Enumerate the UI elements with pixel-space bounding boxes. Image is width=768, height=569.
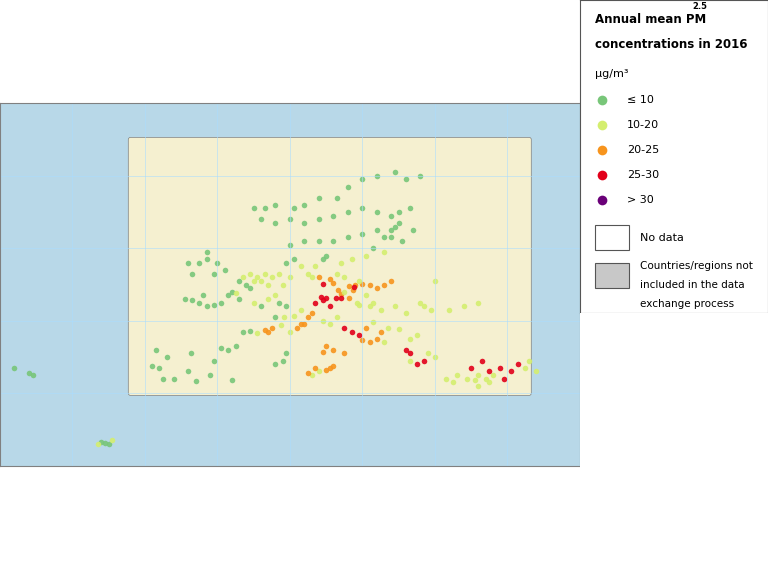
Text: included in the data: included in the data xyxy=(640,280,745,290)
Text: μg/m³: μg/m³ xyxy=(595,69,628,79)
Text: Countries/regions not: Countries/regions not xyxy=(640,261,753,271)
FancyBboxPatch shape xyxy=(128,137,531,395)
Text: concentrations in 2016: concentrations in 2016 xyxy=(595,38,747,51)
FancyBboxPatch shape xyxy=(595,263,629,288)
Text: 10-20: 10-20 xyxy=(627,120,659,130)
Text: > 30: > 30 xyxy=(627,195,654,205)
Text: 25-30: 25-30 xyxy=(627,170,659,180)
FancyBboxPatch shape xyxy=(595,225,629,250)
Text: 2.5: 2.5 xyxy=(693,2,708,11)
Text: 20-25: 20-25 xyxy=(627,145,659,155)
Text: Annual mean PM: Annual mean PM xyxy=(595,13,706,26)
Text: ≤ 10: ≤ 10 xyxy=(627,95,654,105)
Text: No data: No data xyxy=(640,233,684,243)
Text: exchange process: exchange process xyxy=(640,299,734,308)
